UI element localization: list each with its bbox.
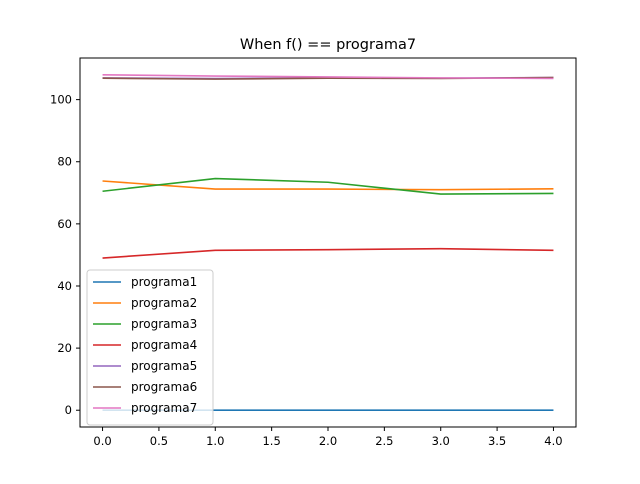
x-tick-label: 1.5 <box>262 434 280 448</box>
legend-label: programa6 <box>131 380 197 394</box>
plot-frame <box>79 57 577 428</box>
legend-label: programa3 <box>131 317 197 331</box>
x-tick-label: 1.0 <box>206 434 224 448</box>
y-tick-label: 40 <box>57 279 72 293</box>
y-tick-label: 60 <box>57 217 72 231</box>
legend: programa1 programa2 programa3 programa4 prog… <box>86 269 214 426</box>
y-tick-label: 80 <box>57 155 72 169</box>
series-line-programa4 <box>102 247 554 259</box>
x-axis-ticks: 0.0 0.5 1.0 1.5 2.0 2.5 3.0 3.5 4.0 <box>93 427 563 448</box>
y-tick-label: 20 <box>57 341 72 355</box>
series-line-programa3 <box>102 177 554 195</box>
legend-label: programa1 <box>131 275 197 289</box>
y-axis-ticks: 0 20 40 60 80 100 <box>50 93 80 417</box>
legend-label: programa7 <box>131 401 197 415</box>
y-tick-label: 0 <box>65 403 72 417</box>
series-lines <box>102 73 554 412</box>
legend-label: programa5 <box>131 359 197 373</box>
y-tick-label: 100 <box>50 93 72 107</box>
x-tick-label: 0.0 <box>93 434 111 448</box>
series-line-programa2 <box>102 180 554 191</box>
x-tick-label: 0.5 <box>150 434 168 448</box>
legend-label: programa4 <box>131 338 197 352</box>
x-tick-label: 2.0 <box>319 434 337 448</box>
x-tick-label: 3.0 <box>432 434 450 448</box>
x-tick-label: 4.0 <box>544 434 562 448</box>
legend-label: programa2 <box>131 296 197 310</box>
chart-title: When f() == programa7 <box>240 37 416 53</box>
series-line-programa7 <box>102 73 554 80</box>
x-tick-label: 2.5 <box>375 434 393 448</box>
x-tick-label: 3.5 <box>488 434 506 448</box>
